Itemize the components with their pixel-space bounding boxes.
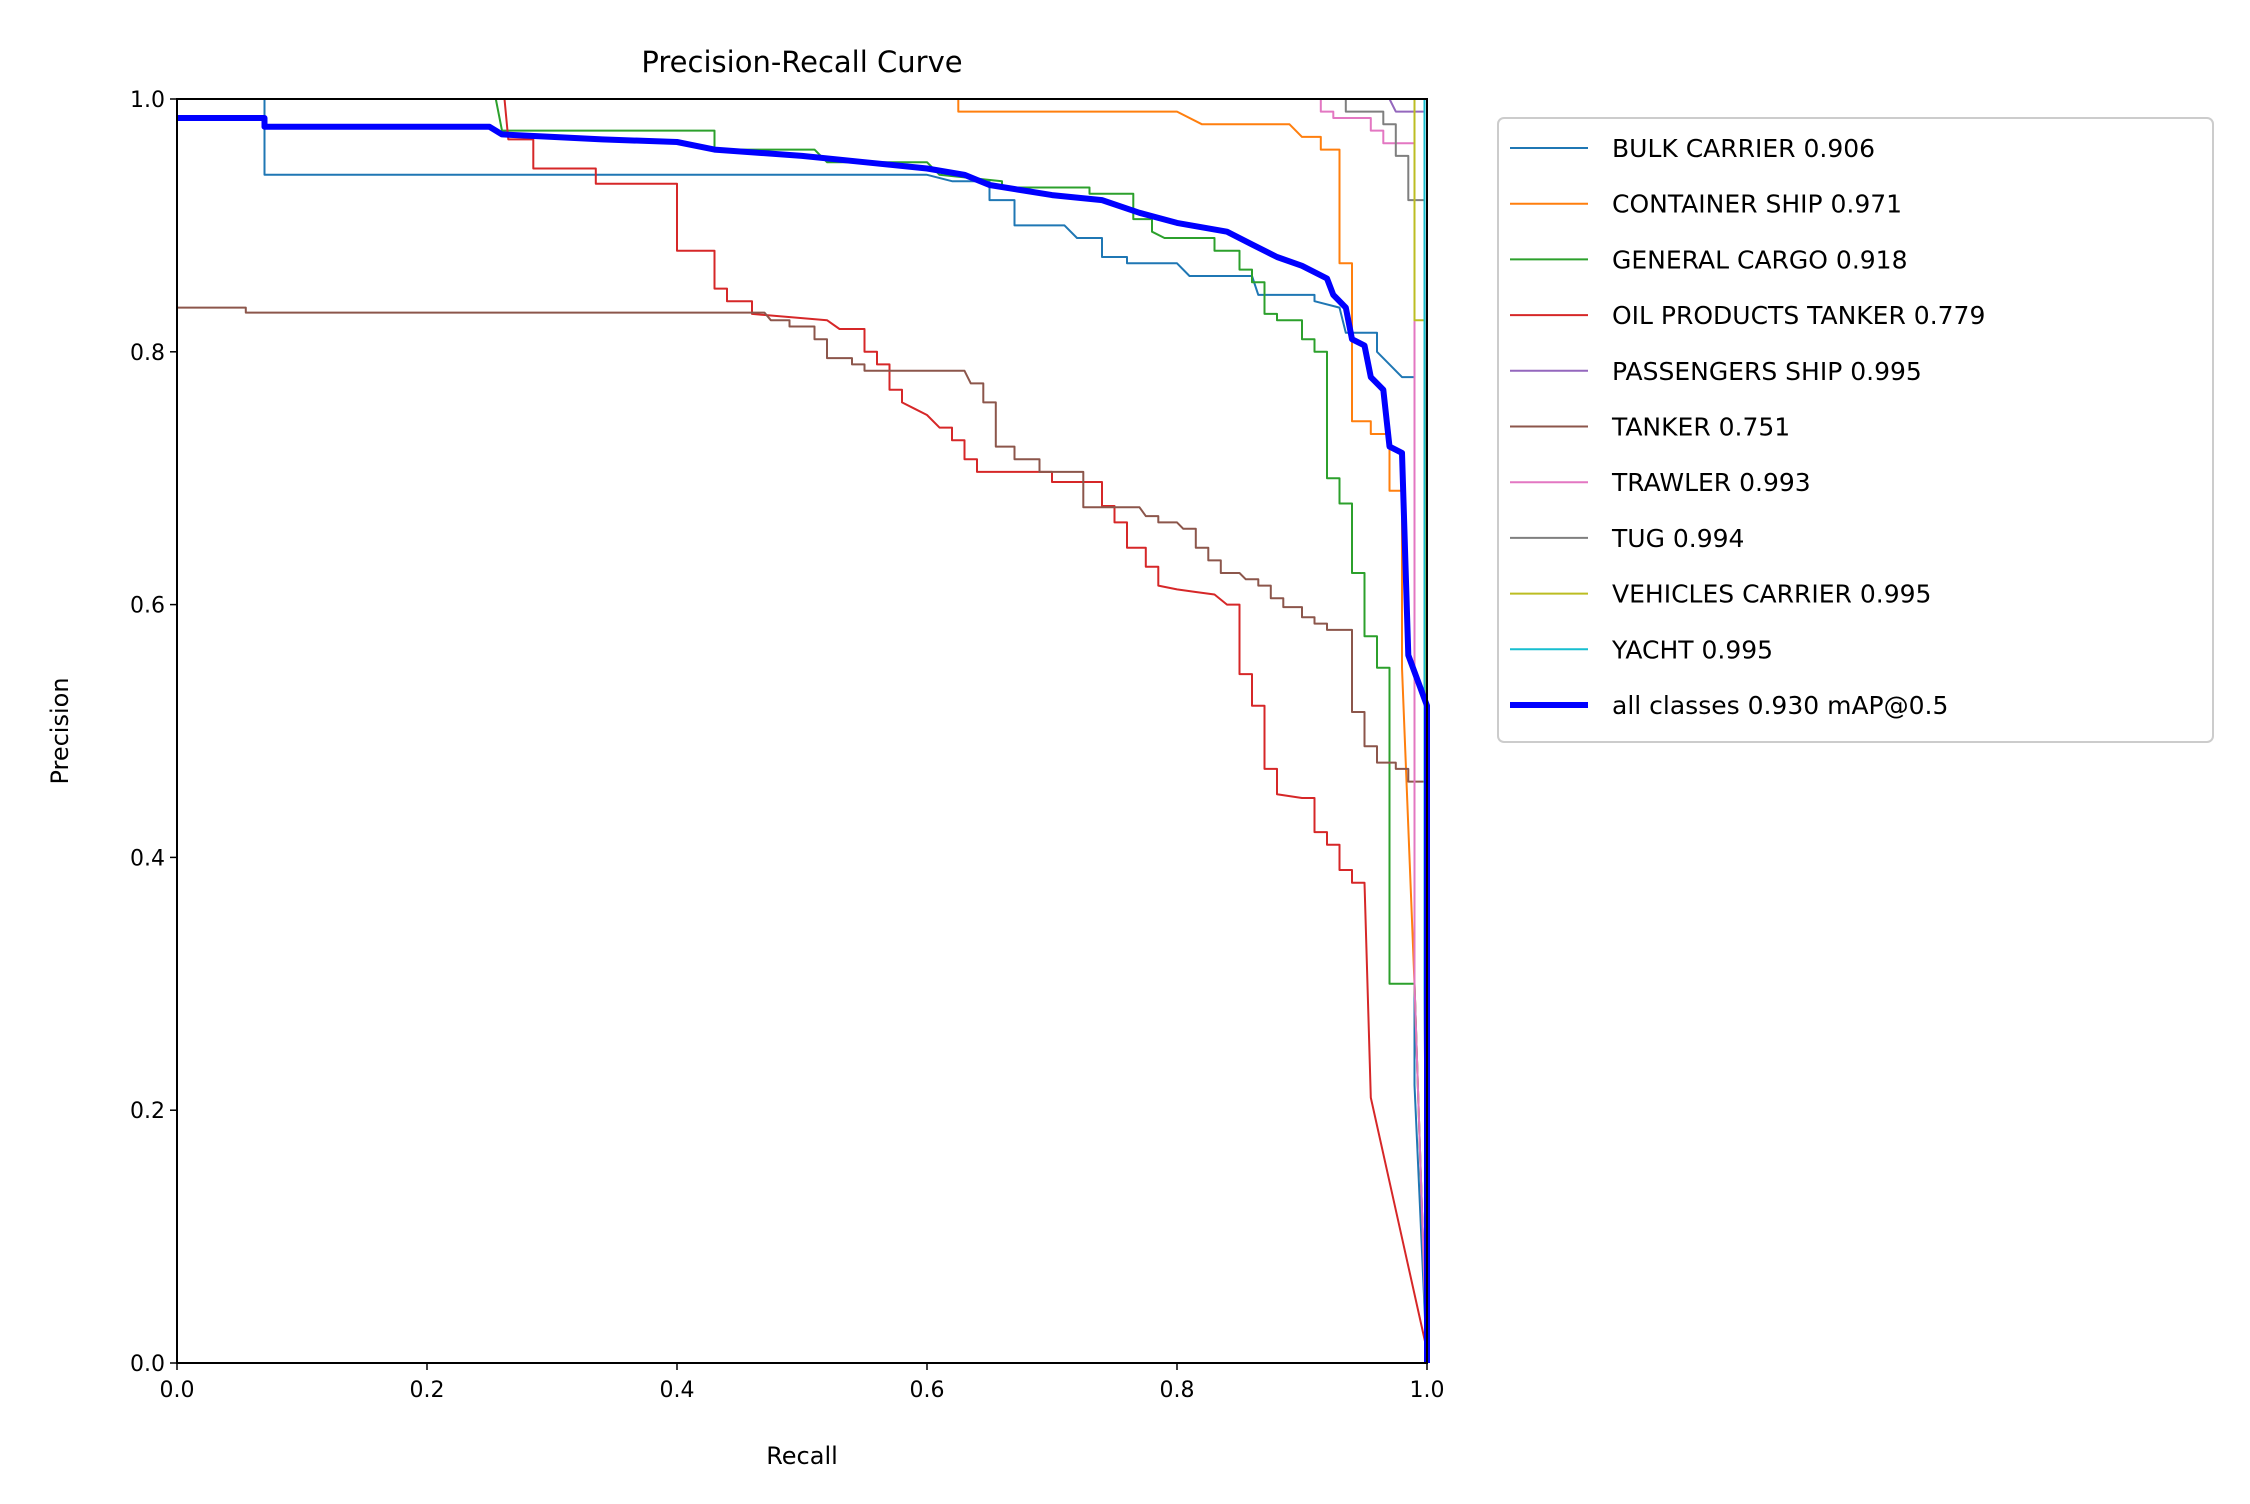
x-axis-ticks: 0.0 0.2 0.4 0.6 0.8 1.0 xyxy=(160,1363,1445,1403)
series-line-4 xyxy=(177,98,1428,1364)
y-axis-label: Precision xyxy=(46,677,74,784)
series-line-8 xyxy=(177,98,1428,1364)
legend-label: all classes 0.930 mAP@0.5 xyxy=(1612,691,1948,720)
legend-label: CONTAINER SHIP 0.971 xyxy=(1612,190,1902,219)
series-line-1 xyxy=(177,98,1428,1364)
x-tick-label: 0.2 xyxy=(410,1378,445,1403)
chart-title: Precision-Recall Curve xyxy=(641,45,962,79)
series-line-9 xyxy=(177,98,1428,1364)
x-tick-label: 0.0 xyxy=(160,1378,195,1403)
y-tick-label: 0.0 xyxy=(130,1352,165,1377)
legend-label: VEHICLES CARRIER 0.995 xyxy=(1612,580,1931,609)
legend: BULK CARRIER 0.906 CONTAINER SHIP 0.971 GE… xyxy=(1497,117,2214,743)
y-tick-label: 0.4 xyxy=(130,846,165,871)
y-tick-label: 0.2 xyxy=(130,1099,165,1124)
legend-label: TUG 0.994 xyxy=(1611,524,1744,553)
series-line-5 xyxy=(177,306,1428,1351)
y-axis-ticks: 0.0 0.2 0.4 0.6 0.8 1.0 xyxy=(130,88,177,1377)
x-tick-label: 0.6 xyxy=(910,1378,945,1403)
series-line-2 xyxy=(177,98,1428,1364)
series-line-7 xyxy=(177,98,1428,1364)
legend-label: YACHT 0.995 xyxy=(1611,635,1773,664)
x-axis-label: Recall xyxy=(766,1442,838,1470)
y-tick-label: 1.0 xyxy=(130,88,165,113)
series-line-3 xyxy=(177,98,1428,1351)
plot-frame xyxy=(176,98,1428,1364)
x-tick-label: 0.8 xyxy=(1160,1378,1195,1403)
legend-label: GENERAL CARGO 0.918 xyxy=(1612,245,1908,274)
x-tick-label: 0.4 xyxy=(660,1378,695,1403)
plot-lines xyxy=(177,98,1430,1364)
legend-label: PASSENGERS SHIP 0.995 xyxy=(1612,357,1922,386)
legend-label: TANKER 0.751 xyxy=(1611,413,1790,442)
series-line-0 xyxy=(177,98,1428,1364)
legend-label: OIL PRODUCTS TANKER 0.779 xyxy=(1612,301,1985,330)
y-tick-label: 0.6 xyxy=(130,594,165,619)
legend-box xyxy=(1497,117,2214,743)
legend-label: TRAWLER 0.993 xyxy=(1611,468,1811,497)
series-line-6 xyxy=(177,98,1428,1364)
y-tick-label: 0.8 xyxy=(130,341,165,366)
legend-label: BULK CARRIER 0.906 xyxy=(1612,134,1875,163)
x-tick-label: 1.0 xyxy=(1410,1378,1445,1403)
series-line-10 xyxy=(177,115,1430,1363)
